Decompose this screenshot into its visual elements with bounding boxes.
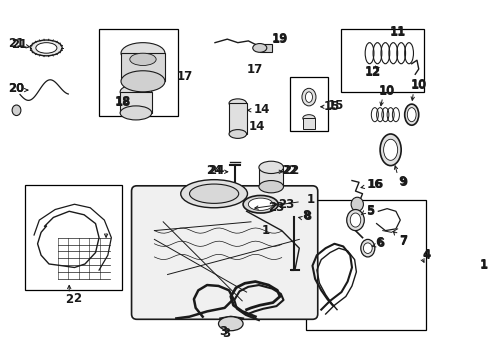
Text: 10: 10 xyxy=(378,85,394,98)
Text: 20: 20 xyxy=(8,82,24,95)
Text: 9: 9 xyxy=(399,176,407,189)
Text: 8: 8 xyxy=(301,209,309,222)
Ellipse shape xyxy=(121,42,164,64)
Text: 12: 12 xyxy=(365,65,381,78)
Ellipse shape xyxy=(258,161,283,174)
Bar xyxy=(121,53,164,81)
Text: 10: 10 xyxy=(378,85,394,98)
Text: 24: 24 xyxy=(207,165,224,177)
Bar xyxy=(99,28,178,116)
Text: 13: 13 xyxy=(478,258,488,271)
Text: 3: 3 xyxy=(219,325,226,338)
Text: 8: 8 xyxy=(302,210,310,223)
Text: 16: 16 xyxy=(366,177,383,190)
Ellipse shape xyxy=(302,115,314,122)
Bar xyxy=(25,185,122,290)
Text: 18: 18 xyxy=(115,95,131,108)
Ellipse shape xyxy=(189,184,238,203)
Ellipse shape xyxy=(349,213,360,227)
Text: 6: 6 xyxy=(376,237,384,250)
Text: 9: 9 xyxy=(398,175,406,188)
FancyBboxPatch shape xyxy=(131,186,317,319)
Text: 20: 20 xyxy=(8,82,24,95)
Ellipse shape xyxy=(120,85,151,99)
Text: 23: 23 xyxy=(278,198,294,211)
Text: 23: 23 xyxy=(267,201,284,214)
Text: 15: 15 xyxy=(323,100,340,113)
Text: 19: 19 xyxy=(271,33,287,46)
Ellipse shape xyxy=(228,99,246,108)
Polygon shape xyxy=(447,211,469,323)
Text: 22: 22 xyxy=(283,165,299,177)
Ellipse shape xyxy=(129,53,156,66)
Ellipse shape xyxy=(350,197,363,211)
Ellipse shape xyxy=(363,243,371,253)
Text: 13: 13 xyxy=(478,259,488,272)
Bar xyxy=(305,200,425,330)
Ellipse shape xyxy=(379,134,400,166)
Text: 21: 21 xyxy=(11,38,27,51)
Text: 1: 1 xyxy=(261,224,269,237)
Ellipse shape xyxy=(383,139,397,160)
Text: 21: 21 xyxy=(8,37,24,50)
Text: 3: 3 xyxy=(222,327,230,340)
Bar xyxy=(120,92,151,113)
Ellipse shape xyxy=(407,108,415,122)
Text: 18: 18 xyxy=(115,96,131,109)
Ellipse shape xyxy=(258,180,283,193)
Bar xyxy=(341,28,423,92)
Ellipse shape xyxy=(252,44,266,52)
Text: 14: 14 xyxy=(253,103,269,116)
Ellipse shape xyxy=(243,195,278,213)
Text: 4: 4 xyxy=(422,249,429,262)
Text: 2: 2 xyxy=(65,293,73,306)
Ellipse shape xyxy=(218,317,243,331)
Ellipse shape xyxy=(228,130,246,138)
Bar xyxy=(289,77,327,131)
Ellipse shape xyxy=(404,104,418,125)
Text: 2: 2 xyxy=(73,292,81,305)
Text: 4: 4 xyxy=(422,248,429,261)
Ellipse shape xyxy=(120,106,151,120)
Bar xyxy=(302,118,314,129)
Ellipse shape xyxy=(301,88,315,106)
Text: 1: 1 xyxy=(305,193,314,206)
Text: 5: 5 xyxy=(366,204,373,217)
Text: 10: 10 xyxy=(410,79,426,92)
Text: 19: 19 xyxy=(271,32,287,45)
Ellipse shape xyxy=(360,239,374,257)
Text: 10: 10 xyxy=(410,78,426,91)
Ellipse shape xyxy=(248,198,272,210)
Bar xyxy=(228,103,246,134)
Ellipse shape xyxy=(30,40,62,56)
Text: 5: 5 xyxy=(366,205,373,218)
Ellipse shape xyxy=(305,92,312,102)
Text: 24: 24 xyxy=(206,163,222,176)
Ellipse shape xyxy=(121,71,164,92)
Text: 22: 22 xyxy=(280,163,297,176)
Text: 12: 12 xyxy=(365,66,381,79)
Bar xyxy=(259,44,271,52)
Ellipse shape xyxy=(36,42,57,53)
Ellipse shape xyxy=(12,105,21,116)
Text: 7: 7 xyxy=(399,235,407,248)
Text: 17: 17 xyxy=(246,63,263,76)
Bar xyxy=(258,167,283,187)
Text: 11: 11 xyxy=(389,25,405,38)
Text: 14: 14 xyxy=(248,120,264,132)
Text: 15: 15 xyxy=(327,99,343,112)
Text: 7: 7 xyxy=(399,234,407,247)
Text: 11: 11 xyxy=(389,26,405,39)
Ellipse shape xyxy=(346,210,364,231)
Text: 17: 17 xyxy=(176,71,192,84)
Ellipse shape xyxy=(181,180,247,208)
Text: 6: 6 xyxy=(375,237,383,249)
Text: 16: 16 xyxy=(367,179,384,192)
